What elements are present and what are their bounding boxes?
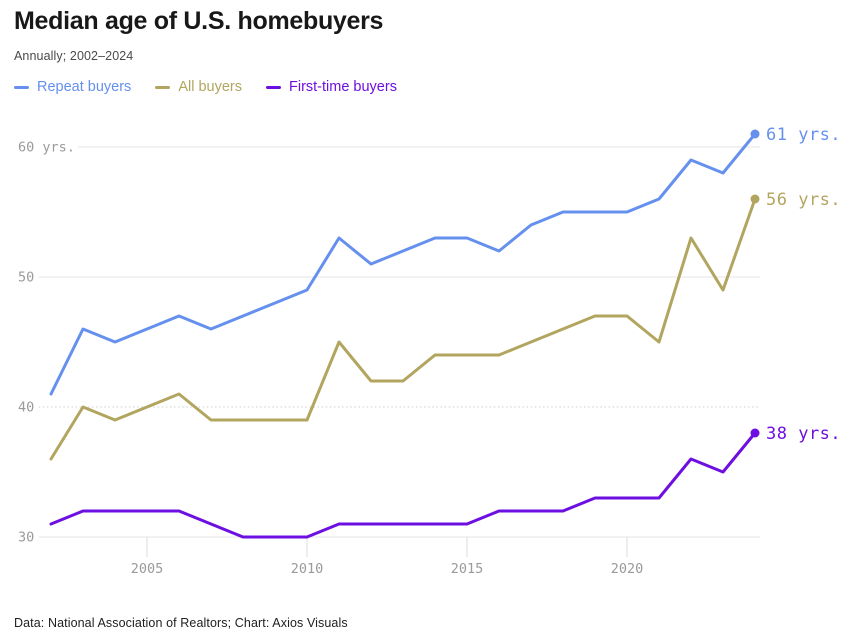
series-end-label: 38 yrs.: [766, 424, 841, 444]
series-line-repeat-buyers: [49, 132, 757, 396]
series-line-all-buyers: [49, 197, 757, 461]
legend-label: Repeat buyers: [37, 79, 132, 95]
chart-header: Median age of U.S. homebuyers Annually; …: [14, 6, 834, 95]
legend-item-all-buyers: All buyers: [155, 79, 242, 95]
chart-subtitle: Annually; 2002–2024: [14, 49, 134, 63]
x-axis-tick-label: 2005: [131, 561, 164, 577]
x-axis-tick-label: 2010: [291, 561, 324, 577]
series-end-label: 61 yrs.: [766, 125, 841, 145]
line-swatch-icon: [14, 85, 29, 89]
chart-credit: Data: National Association of Realtors; …: [14, 616, 348, 630]
y-axis-tick-label: 40: [18, 400, 34, 416]
series-end-dot: [750, 428, 760, 438]
chart-legend: Repeat buyers All buyers First-time buye…: [14, 79, 834, 95]
y-axis-tick-label: 50: [18, 270, 34, 286]
y-axis-tick-label: 60 yrs.: [18, 140, 75, 156]
y-axis-tick-label: 30: [18, 530, 34, 546]
series-line-first-time-buyers: [49, 431, 757, 539]
legend-item-repeat-buyers: Repeat buyers: [14, 79, 131, 95]
x-axis-tick-label: 2020: [611, 561, 644, 577]
series-end-label: 56 yrs.: [766, 190, 841, 210]
page-title: Median age of U.S. homebuyers: [14, 7, 384, 35]
legend-label: First-time buyers: [288, 79, 397, 95]
line-swatch-icon: [265, 85, 281, 89]
series-end-dot: [750, 194, 760, 204]
legend-label: All buyers: [178, 79, 242, 95]
x-axis-tick-label: 2015: [451, 561, 484, 577]
line-swatch-icon: [155, 85, 171, 89]
chart-area: 60 yrs. 50 40 30 2005 2010 2015 2020 61 yrs. 56 y…: [0, 110, 853, 610]
series-end-dot: [750, 129, 760, 139]
legend-item-first-time-buyers: First-time buyers: [265, 79, 397, 95]
line-chart: 60 yrs. 50 40 30 2005 2010 2015 2020 61 yrs. 56 y…: [18, 125, 841, 577]
